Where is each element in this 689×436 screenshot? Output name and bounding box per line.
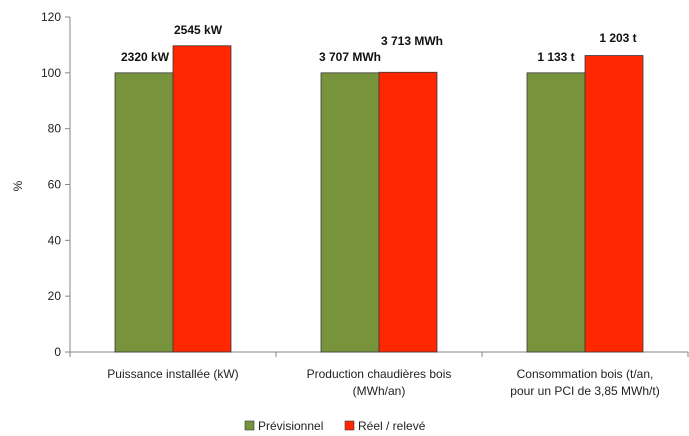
y-axis-label: %: [11, 180, 25, 191]
legend-swatch: [244, 420, 255, 431]
legend-label: Réel / relevé: [358, 419, 426, 433]
data-label: 3 713 MWh: [381, 34, 443, 48]
legend-swatch: [344, 420, 355, 431]
category-label: Puissance installée (kW): [107, 367, 238, 381]
category-label: pour un PCI de 3,85 MWh/t): [510, 384, 659, 398]
bar-previsionnel-1: [320, 72, 380, 353]
legend-label: Prévisionnel: [258, 419, 323, 433]
y-tick-label: 60: [48, 178, 62, 192]
y-tick-label: 120: [41, 10, 61, 24]
bar-reel-0: [172, 45, 232, 353]
data-label: 2320 kW: [121, 50, 170, 64]
bar-previsionnel-2: [526, 72, 586, 353]
data-label: 2545 kW: [174, 23, 223, 37]
y-tick-label: 20: [48, 289, 62, 303]
data-label: 1 203 t: [599, 31, 636, 45]
bar-reel-1: [378, 71, 438, 353]
y-tick-label: 100: [41, 66, 61, 80]
data-label: 3 707 MWh: [319, 50, 381, 64]
bar-previsionnel-0: [114, 72, 174, 353]
category-label: Consommation bois (t/an,: [517, 367, 654, 381]
y-tick-label: 40: [48, 233, 62, 247]
y-tick-label: 80: [48, 122, 62, 136]
data-label: 1 133 t: [537, 50, 574, 64]
y-tick-label: 0: [54, 345, 61, 359]
bar-reel-2: [584, 55, 644, 353]
category-label: (MWh/an): [353, 384, 406, 398]
category-label: Production chaudières bois: [307, 367, 452, 381]
